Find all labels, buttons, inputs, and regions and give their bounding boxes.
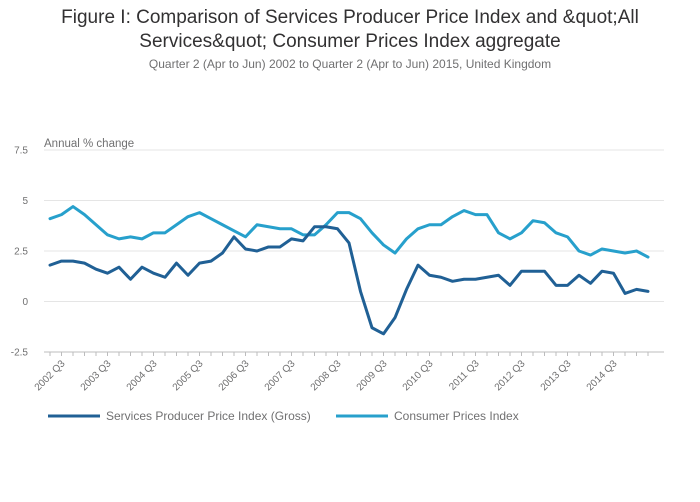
x-tick-label: 2008 Q3 — [309, 358, 344, 393]
x-tick-label: 2003 Q3 — [79, 358, 114, 393]
y-tick-label: 7.5 — [14, 146, 28, 157]
y-tick-label: 0 — [22, 297, 28, 308]
x-tick-label: 2009 Q3 — [355, 358, 390, 393]
x-axis: 2002 Q3 2003 Q3 2004 Q3 2005 Q3 2006 Q3 2007 … — [33, 351, 664, 393]
x-tick-label: 2011 Q3 — [447, 358, 482, 393]
series-lines — [48, 205, 650, 336]
series-line-0 — [48, 225, 650, 336]
x-tick-label: 2005 Q3 — [171, 358, 206, 393]
y-tick-label: 5 — [22, 196, 28, 207]
y-axis-label: Annual % change — [44, 138, 134, 150]
chart-title: Figure I: Comparison of Services Produce… — [61, 7, 639, 52]
x-tick-label: 2002 Q3 — [33, 358, 68, 393]
chart-subtitle: Quarter 2 (Apr to Jun) 2002 to Quarter 2… — [148, 57, 552, 71]
y-tick-label: 2.5 — [14, 247, 28, 258]
x-tick-label: 2006 Q3 — [217, 358, 252, 393]
x-tick-label: 2012 Q3 — [493, 358, 528, 393]
y-tick-label: -2.5 — [11, 348, 29, 359]
x-tick-label: 2014 Q3 — [585, 358, 620, 393]
gridlines — [44, 149, 664, 353]
legend-label: Services Producer Price Index (Gross) — [106, 409, 311, 423]
y-axis-ticks: -2.5 0 2.5 5 7.5 — [11, 146, 29, 359]
legend-label: Consumer Prices Index — [394, 409, 519, 423]
legend: Services Producer Price Index (Gross) Con… — [48, 409, 519, 423]
x-tick-label: 2010 Q3 — [401, 358, 436, 393]
x-tick-label: 2004 Q3 — [125, 358, 160, 393]
x-tick-label: 2007 Q3 — [263, 358, 298, 393]
series-line-1 — [48, 205, 650, 259]
x-tick-label: 2013 Q3 — [539, 358, 574, 393]
